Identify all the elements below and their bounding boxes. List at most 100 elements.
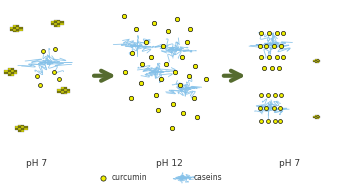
Text: pH 7: pH 7 xyxy=(26,159,47,168)
Point xyxy=(179,55,185,58)
Bar xyxy=(16,29,19,31)
Point xyxy=(133,27,138,30)
Point xyxy=(52,48,58,51)
Bar xyxy=(18,126,21,128)
Bar xyxy=(317,61,319,62)
Bar xyxy=(21,126,24,128)
Point xyxy=(184,40,190,43)
Bar xyxy=(64,91,67,93)
Bar xyxy=(8,72,11,74)
Point xyxy=(274,31,280,34)
Bar xyxy=(60,21,63,23)
Point xyxy=(128,97,133,100)
Bar xyxy=(57,89,61,91)
Bar xyxy=(16,31,19,32)
Point xyxy=(121,14,127,17)
Bar xyxy=(4,70,8,72)
Point xyxy=(186,74,191,77)
Bar xyxy=(319,60,320,61)
Point xyxy=(280,31,285,34)
Point xyxy=(257,106,262,109)
Bar xyxy=(8,74,11,76)
Bar xyxy=(64,93,67,94)
Bar xyxy=(14,72,17,74)
Bar xyxy=(317,118,319,119)
Bar xyxy=(317,60,319,61)
Bar xyxy=(13,29,16,31)
Bar xyxy=(317,115,319,116)
Point xyxy=(278,44,284,47)
Point xyxy=(194,115,200,119)
Bar xyxy=(4,72,8,74)
Bar xyxy=(67,89,70,91)
Point xyxy=(155,108,161,111)
Point xyxy=(265,93,271,96)
Bar xyxy=(313,61,315,62)
Point xyxy=(257,44,262,47)
Point xyxy=(34,74,39,77)
Point xyxy=(265,119,271,122)
Point xyxy=(278,93,284,96)
Point xyxy=(169,127,174,130)
Bar xyxy=(10,27,13,29)
Bar xyxy=(61,93,64,94)
Point xyxy=(266,31,272,34)
Bar xyxy=(315,60,317,61)
Point xyxy=(138,82,143,85)
Point xyxy=(261,67,267,70)
Bar xyxy=(24,126,28,128)
Point xyxy=(258,119,264,122)
Bar xyxy=(13,25,16,27)
Bar xyxy=(61,89,64,91)
Bar xyxy=(319,117,320,118)
Bar xyxy=(54,21,57,23)
Point xyxy=(165,29,171,32)
Bar xyxy=(61,87,64,89)
Bar xyxy=(64,87,67,89)
Point xyxy=(172,70,178,74)
Point xyxy=(177,84,183,87)
Point xyxy=(277,106,283,109)
Point xyxy=(158,78,164,81)
Point xyxy=(100,177,106,180)
Bar xyxy=(313,116,315,117)
Point xyxy=(191,97,197,100)
Bar xyxy=(15,126,18,128)
Bar xyxy=(315,116,317,117)
Bar xyxy=(8,68,11,70)
Text: curcumin: curcumin xyxy=(112,174,147,183)
Bar xyxy=(19,27,23,29)
Point xyxy=(164,63,169,66)
Point xyxy=(37,84,43,87)
Point xyxy=(129,52,135,55)
Bar xyxy=(50,23,54,25)
Point xyxy=(258,93,264,96)
Point xyxy=(153,93,159,96)
Bar xyxy=(11,68,14,70)
Bar xyxy=(319,61,320,62)
Bar xyxy=(315,115,317,116)
Bar xyxy=(57,20,60,21)
Bar xyxy=(315,62,317,63)
Bar xyxy=(313,60,315,61)
Point xyxy=(143,40,149,43)
Text: caseins: caseins xyxy=(194,174,222,183)
Point xyxy=(203,78,209,81)
Bar xyxy=(16,27,19,29)
Point xyxy=(152,22,157,25)
Point xyxy=(270,67,275,70)
Bar xyxy=(315,117,317,118)
Point xyxy=(271,106,277,109)
Point xyxy=(266,55,272,58)
Bar xyxy=(18,128,21,130)
Point xyxy=(277,119,283,122)
Bar xyxy=(317,59,319,60)
Bar xyxy=(11,70,14,72)
Bar xyxy=(54,25,57,27)
Bar xyxy=(315,118,317,119)
Bar xyxy=(13,31,16,32)
Bar xyxy=(10,29,13,31)
Bar xyxy=(50,21,54,23)
Text: pH 12: pH 12 xyxy=(156,159,183,168)
Bar xyxy=(14,70,17,72)
